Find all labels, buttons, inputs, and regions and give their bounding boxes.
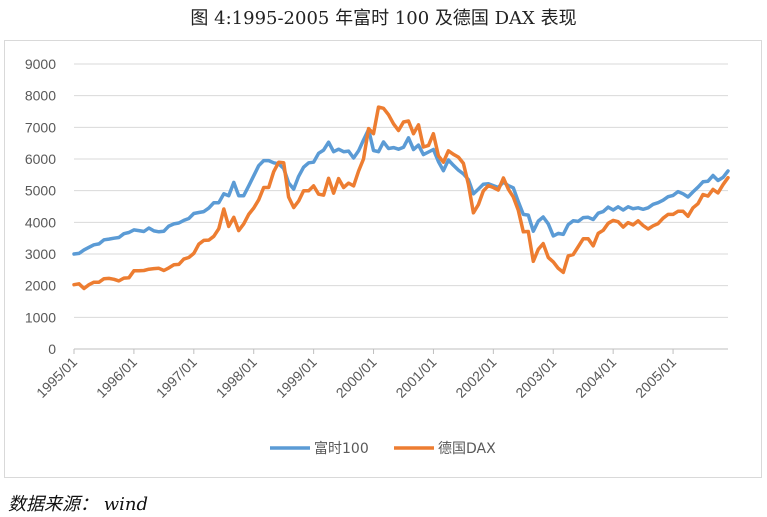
x-tick-label: 2005/01 [632, 354, 679, 401]
x-tick-label: 1999/01 [273, 354, 320, 401]
source-note: 数据来源： wind [8, 494, 149, 515]
x-tick-label: 2002/01 [452, 354, 499, 401]
chart-frame [4, 40, 762, 478]
figure-caption: 图 4:1995-2005 年富时 100 及德国 DAX 表现 [190, 8, 577, 29]
y-tick-label: 4000 [25, 214, 56, 230]
x-tick-label: 2001/01 [392, 354, 439, 401]
y-tick-label: 8000 [25, 88, 56, 104]
y-tick-label: 7000 [25, 119, 56, 135]
legend-label-2: 德国DAX [438, 441, 496, 457]
y-tick-label: 3000 [25, 246, 56, 262]
x-tick-label: 1995/01 [33, 354, 80, 401]
series-line-2 [72, 105, 730, 291]
y-tick-label: 0 [48, 341, 56, 357]
x-tick-label: 2000/01 [333, 354, 380, 401]
series-line-1 [72, 127, 730, 256]
y-tick-label: 6000 [25, 151, 56, 167]
x-tick-label: 1998/01 [213, 354, 260, 401]
y-tick-label: 9000 [25, 56, 56, 72]
y-tick-label: 2000 [25, 278, 56, 294]
y-tick-label: 1000 [25, 309, 56, 325]
x-tick-label: 2004/01 [572, 354, 619, 401]
legend-label-1: 富时100 [314, 440, 369, 457]
x-tick-label: 1997/01 [153, 354, 200, 401]
x-tick-label: 1996/01 [93, 354, 140, 401]
x-tick-label: 2003/01 [512, 354, 559, 401]
y-tick-label: 5000 [25, 183, 56, 199]
